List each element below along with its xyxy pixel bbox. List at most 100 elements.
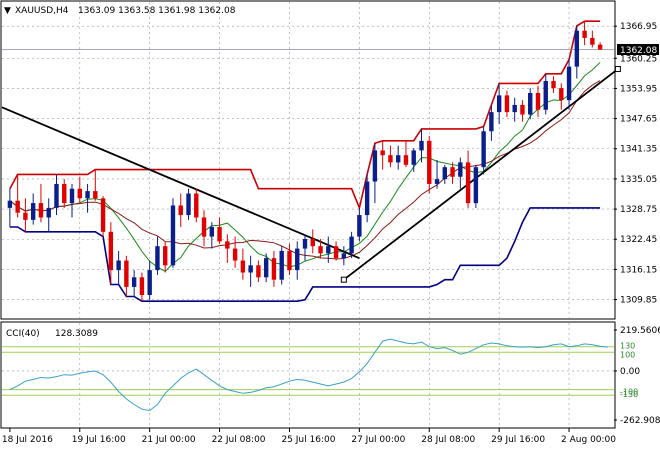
bear-candle: [590, 37, 595, 45]
bear-candle: [194, 193, 199, 218]
bull-candle: [54, 183, 59, 208]
bull-candle: [411, 150, 416, 165]
bull-candle: [131, 277, 137, 287]
bull-candle: [473, 167, 479, 204]
cci-level-sublabel: -100: [620, 388, 638, 397]
bear-candle: [93, 191, 98, 199]
bull-candle: [458, 162, 463, 177]
bull-candle: [69, 188, 75, 204]
bull-candle: [481, 131, 486, 168]
ascending-trendline: [343, 68, 619, 281]
time-axis: 18 Jul 2016 19 Jul 16:00 21 Jul 00:00 22 Ju…: [2, 428, 616, 445]
bull-candle: [85, 191, 90, 199]
bear-candle: [178, 205, 183, 216]
bull-candle: [496, 95, 502, 113]
bear-candle: [232, 248, 238, 261]
bear-candle: [403, 155, 409, 165]
time-tick-label: 22 Jul 08:00: [212, 435, 266, 445]
bull-candle: [364, 181, 370, 216]
bull-candle: [30, 203, 36, 220]
bull-candle: [170, 205, 176, 266]
bear-candle: [163, 246, 168, 266]
bear-candle: [333, 246, 339, 259]
time-tick-label: 27 Jul 00:00: [351, 435, 405, 445]
time-tick-label: 28 Jul 08:00: [421, 435, 475, 445]
price-tick-label: 1353.95: [620, 84, 657, 94]
bull-candle: [302, 239, 308, 249]
bear-candle: [504, 95, 510, 113]
bear-candle: [62, 183, 67, 204]
bull-candle: [46, 207, 51, 218]
bear-candle: [380, 150, 385, 156]
cci-series: [9, 338, 608, 412]
bear-candle: [139, 277, 145, 296]
time-tick-label: 21 Jul 00:00: [142, 435, 196, 445]
bear-candle: [450, 167, 455, 177]
bear-candle: [582, 30, 587, 38]
time-tick-label: 25 Jul 16:00: [281, 435, 335, 445]
lower-channel-line: [9, 207, 601, 303]
cci-level-sublabel: 100: [620, 350, 635, 359]
price-tick-label: 1335.05: [620, 175, 657, 185]
symbol-label: XAUUSD,H4: [15, 6, 69, 16]
price-tick-label: 1309.85: [620, 296, 657, 306]
price-tick-label: 1366.95: [620, 22, 657, 32]
bull-candle: [341, 253, 347, 259]
cci-level-label: 130: [620, 342, 635, 351]
main-panel-frame: [0, 0, 616, 320]
cci-tick-label: -262.9087: [620, 416, 660, 426]
bull-candle: [147, 270, 152, 296]
price-tick-label: 1341.35: [620, 145, 657, 155]
cci-title: CCI(40): [6, 329, 40, 339]
bear-candle: [559, 88, 564, 101]
trendline-anchor: [614, 66, 621, 73]
time-tick-label: 2 Aug 00:00: [561, 435, 616, 445]
bear-candle: [310, 239, 315, 247]
price-tick-label: 1347.65: [620, 115, 657, 125]
bull-candle: [543, 81, 548, 110]
bull-candle: [566, 66, 572, 101]
bear-candle: [318, 246, 323, 254]
bear-candle: [38, 203, 44, 218]
trendline-anchor: [340, 276, 347, 283]
bull-candle: [372, 150, 378, 182]
bull-candle: [349, 236, 354, 254]
price-axis: 1366.95 1360.25 1353.95 1347.65 1341.35 1335.…: [614, 22, 660, 426]
bull-candle: [248, 265, 253, 273]
price-tick-label: 1328.75: [620, 205, 657, 215]
current-price-tag: [617, 43, 659, 55]
bear-candle: [15, 200, 20, 213]
bull-candle: [209, 227, 215, 237]
upper-channel-line: [9, 20, 601, 211]
bear-candle: [108, 231, 114, 271]
bear-candle: [427, 140, 432, 184]
header-arrow: ▼: [4, 6, 11, 16]
bull-candle: [357, 215, 362, 237]
cci-grid: [2, 323, 614, 427]
price-tick-label: 1316.15: [620, 265, 657, 275]
time-tick-label: 29 Jul 16:00: [491, 435, 545, 445]
bear-candle: [256, 265, 261, 278]
bull-candle: [442, 167, 447, 180]
bear-candle: [597, 44, 603, 50]
bear-candle: [201, 217, 207, 237]
cci-level-label: -130: [620, 390, 638, 399]
bull-candle: [512, 104, 517, 113]
bull-candle: [326, 246, 331, 254]
bear-candle: [23, 212, 28, 220]
bull-candle: [419, 140, 424, 151]
bear-candle: [465, 162, 471, 204]
bull-candle: [528, 92, 533, 115]
bear-candle: [124, 260, 129, 287]
descending-trendline: [1, 106, 360, 259]
bull-candle: [295, 248, 300, 271]
cci-line: [9, 338, 608, 412]
candle-series: [7, 21, 603, 302]
bull-candle: [574, 30, 580, 67]
bear-candle: [287, 250, 292, 271]
cci-tick-label: 219.5606: [620, 326, 660, 336]
bull-candle: [7, 200, 13, 208]
bear-candle: [520, 104, 525, 115]
bull-candle: [116, 260, 121, 271]
